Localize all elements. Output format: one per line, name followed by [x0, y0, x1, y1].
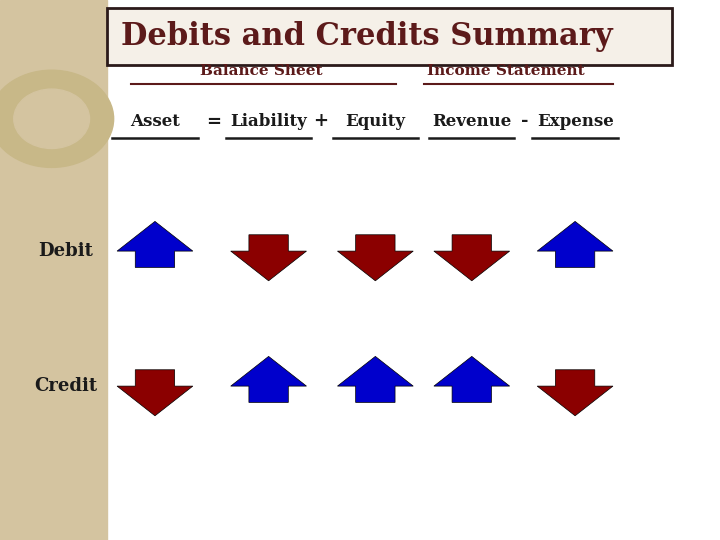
Text: Credit: Credit — [34, 377, 97, 395]
Polygon shape — [537, 221, 613, 267]
Text: Revenue: Revenue — [432, 113, 511, 130]
Polygon shape — [230, 235, 307, 281]
Text: =: = — [206, 112, 221, 131]
Text: Income Statement: Income Statement — [428, 64, 585, 78]
Circle shape — [0, 70, 114, 167]
Text: Liability: Liability — [230, 113, 307, 130]
Text: Asset: Asset — [130, 113, 180, 130]
Text: Expense: Expense — [536, 113, 613, 130]
FancyBboxPatch shape — [107, 8, 672, 65]
Polygon shape — [117, 370, 193, 416]
Polygon shape — [338, 356, 413, 402]
Text: Balance Sheet: Balance Sheet — [200, 64, 323, 78]
Text: Debits and Credits Summary: Debits and Credits Summary — [120, 21, 612, 52]
Text: Debit: Debit — [38, 242, 93, 260]
Polygon shape — [537, 370, 613, 416]
Polygon shape — [434, 235, 510, 281]
Text: +: + — [312, 112, 328, 131]
Bar — [0, 0, 107, 540]
Text: Equity: Equity — [346, 113, 405, 130]
Polygon shape — [117, 221, 193, 267]
Polygon shape — [338, 235, 413, 281]
Text: -: - — [521, 112, 528, 131]
Circle shape — [14, 89, 89, 148]
Polygon shape — [434, 356, 510, 402]
Polygon shape — [230, 356, 307, 402]
